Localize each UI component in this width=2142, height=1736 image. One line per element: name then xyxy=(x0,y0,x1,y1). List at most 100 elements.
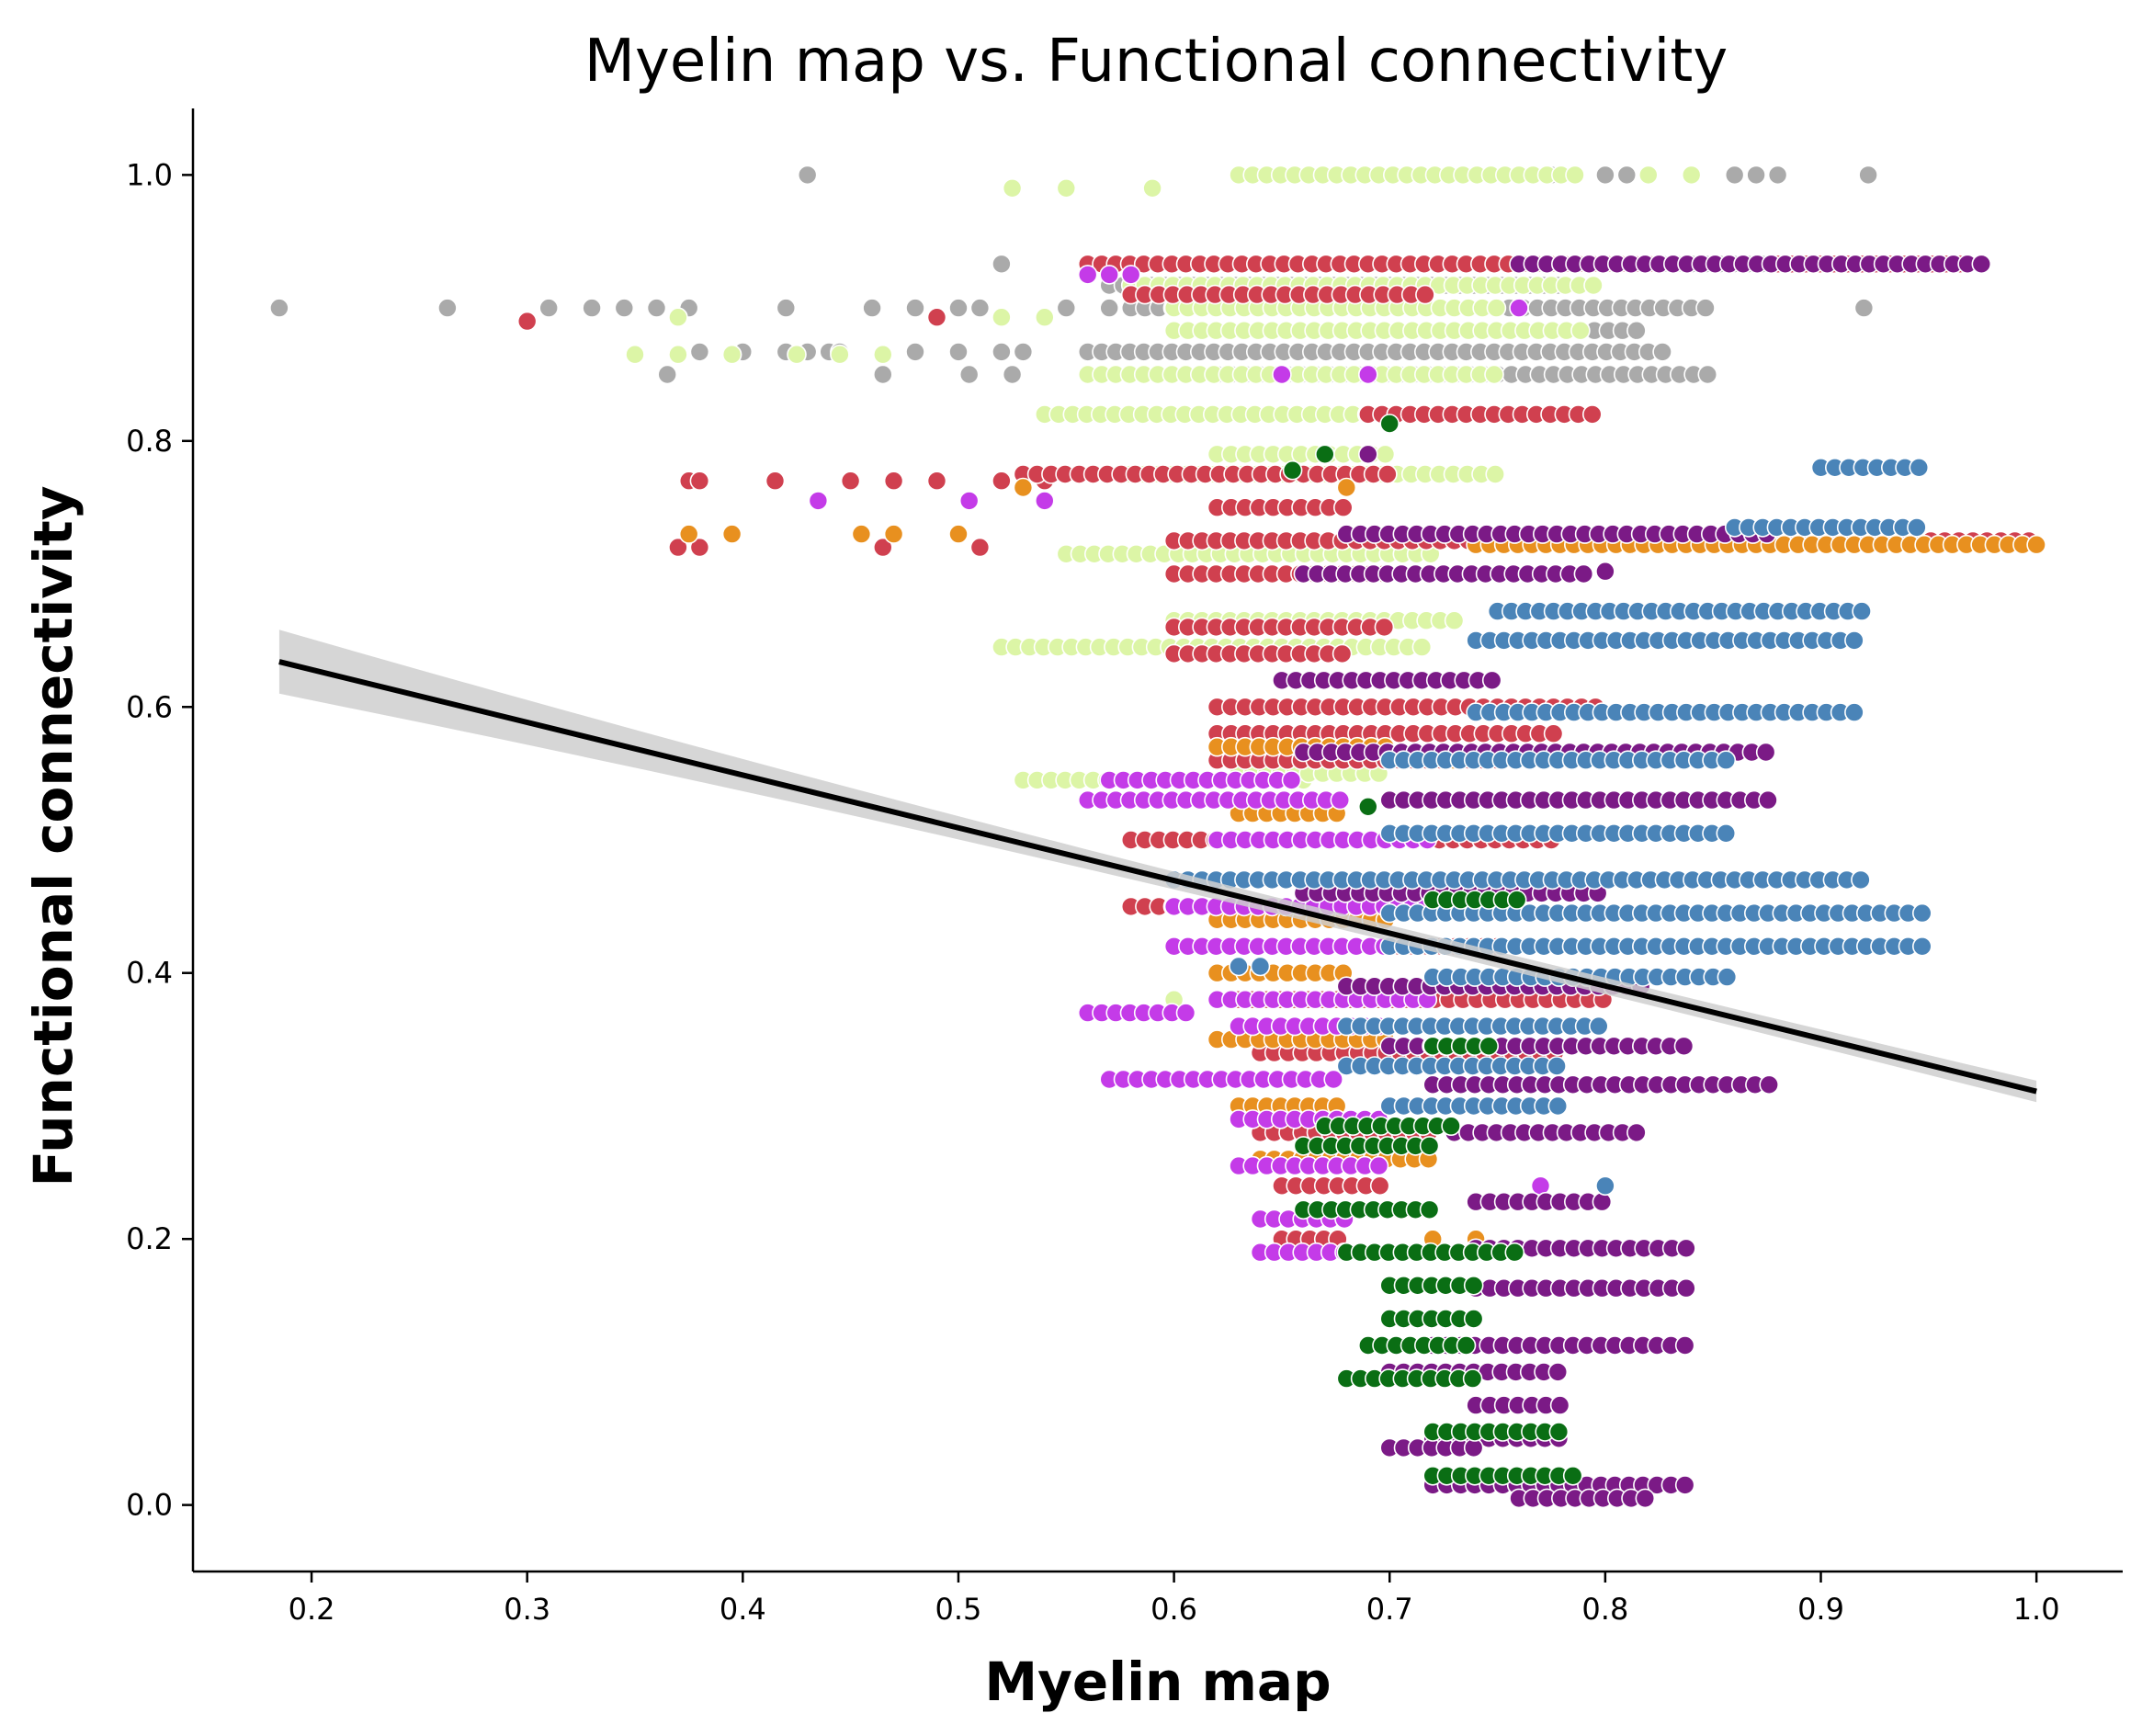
scatter-point xyxy=(905,342,925,362)
scatter-point xyxy=(1056,298,1077,318)
scatter-point xyxy=(1456,1335,1477,1356)
y-tick-label: 0.2 xyxy=(126,1221,173,1256)
regression-line xyxy=(278,630,2037,1103)
scatter-point xyxy=(1717,967,1738,987)
scatter-point xyxy=(1543,723,1564,744)
scatter-point xyxy=(1002,364,1023,385)
scatter-point xyxy=(1330,789,1351,811)
scatter-point xyxy=(905,298,925,318)
scatter-point xyxy=(1441,1116,1461,1136)
scatter-point xyxy=(1573,563,1594,584)
x-tick-label: 0.2 xyxy=(289,1592,335,1627)
scatter-point xyxy=(948,342,969,362)
scatter-point xyxy=(1509,298,1529,318)
scatter-point xyxy=(948,524,969,544)
scatter-point xyxy=(1229,956,1249,977)
scatter-point xyxy=(1673,1036,1694,1057)
scatter-point xyxy=(1411,637,1433,657)
scatter-point xyxy=(582,298,602,318)
scatter-point xyxy=(1635,1488,1656,1509)
scatter-point xyxy=(1035,491,1055,511)
scatter-point xyxy=(1315,444,1335,465)
scatter-point xyxy=(1583,275,1604,296)
scatter-point xyxy=(787,344,807,365)
scatter-point xyxy=(1506,890,1527,910)
scatter-point xyxy=(1463,1276,1484,1296)
scatter-point xyxy=(1638,165,1659,186)
x-tick-label: 0.7 xyxy=(1366,1592,1413,1627)
scatter-point xyxy=(1912,936,1932,957)
scatter-point xyxy=(1676,1238,1696,1259)
scatter-point xyxy=(1368,1155,1389,1176)
scatter-point xyxy=(1652,342,1672,362)
scatter-point xyxy=(1589,1016,1609,1037)
scatter-point xyxy=(1272,364,1292,385)
x-tick-label: 0.8 xyxy=(1581,1592,1628,1627)
scatter-point xyxy=(1595,1175,1615,1197)
x-axis-ticks: 0.2 0.3 0.4 0.5 0.6 0.7 0.8 0.9 1.0 xyxy=(289,1571,2060,1627)
scatter-point xyxy=(1549,1395,1570,1415)
scatter-point xyxy=(969,537,991,558)
scatter-point xyxy=(1674,1475,1695,1495)
scatter-point xyxy=(1484,364,1504,385)
scatter-point xyxy=(1415,284,1435,305)
scatter-point xyxy=(646,298,667,318)
scatter-point xyxy=(1377,464,1398,484)
scatter-point xyxy=(1746,165,1766,186)
chart-title: Myelin map vs. Functional connectivity xyxy=(584,28,1728,96)
scatter-point xyxy=(1697,364,1718,385)
scatter-point xyxy=(721,344,742,365)
scatter-point xyxy=(1912,902,1932,924)
scatter-point xyxy=(1419,1199,1440,1220)
scatter-point xyxy=(1142,178,1162,199)
scatter-point xyxy=(1716,750,1737,771)
y-tick-label: 0.4 xyxy=(126,956,173,991)
scatter-point xyxy=(1099,265,1119,285)
scatter-point xyxy=(872,537,893,558)
scatter-point xyxy=(1626,320,1647,341)
plot-area xyxy=(269,165,2046,1509)
scatter-point xyxy=(1485,464,1505,484)
scatter-point xyxy=(516,311,538,332)
scatter-point xyxy=(948,298,969,318)
scatter-point xyxy=(969,298,991,318)
scatter-point xyxy=(1056,178,1077,199)
x-tick-label: 0.3 xyxy=(504,1592,550,1627)
scatter-point xyxy=(1504,1242,1525,1263)
scatter-point xyxy=(1479,1036,1499,1057)
scatter-point xyxy=(1853,298,1875,318)
scatter-point xyxy=(625,344,645,365)
scatter-point xyxy=(1444,610,1465,631)
y-axis-label: Functional connectivity xyxy=(22,485,85,1186)
x-tick-label: 1.0 xyxy=(2013,1592,2060,1627)
y-tick-label: 1.0 xyxy=(126,157,173,192)
scatter-point xyxy=(1486,298,1507,318)
scatter-point xyxy=(926,307,947,328)
scatter-point xyxy=(1695,298,1716,318)
scatter-point xyxy=(1250,956,1271,977)
scatter-point xyxy=(1463,1309,1484,1329)
data-points xyxy=(269,165,2046,1509)
scatter-point xyxy=(1013,477,1034,498)
scatter-point xyxy=(1374,617,1395,638)
scatter-point xyxy=(678,524,699,544)
scatter-point xyxy=(1419,1136,1440,1156)
scatter-point xyxy=(1358,364,1378,385)
scatter-point xyxy=(1035,307,1055,328)
scatter-point xyxy=(883,524,904,544)
x-axis-label: Myelin map xyxy=(984,1651,1331,1713)
scatter-point xyxy=(808,491,829,511)
scatter-point xyxy=(1595,165,1615,186)
x-tick-label: 0.4 xyxy=(720,1592,766,1627)
scatter-point xyxy=(1282,460,1303,481)
scatter-point xyxy=(1755,742,1776,763)
scatter-point xyxy=(830,344,850,365)
scatter-point xyxy=(1562,1466,1583,1486)
scatter-point xyxy=(1844,630,1864,651)
x-tick-label: 0.6 xyxy=(1150,1592,1197,1627)
scatter-point xyxy=(797,165,818,186)
scatter-point xyxy=(872,364,893,385)
scatter-point xyxy=(1565,165,1585,186)
scatter-point xyxy=(668,344,688,365)
regression-fit-line xyxy=(278,659,2037,1095)
